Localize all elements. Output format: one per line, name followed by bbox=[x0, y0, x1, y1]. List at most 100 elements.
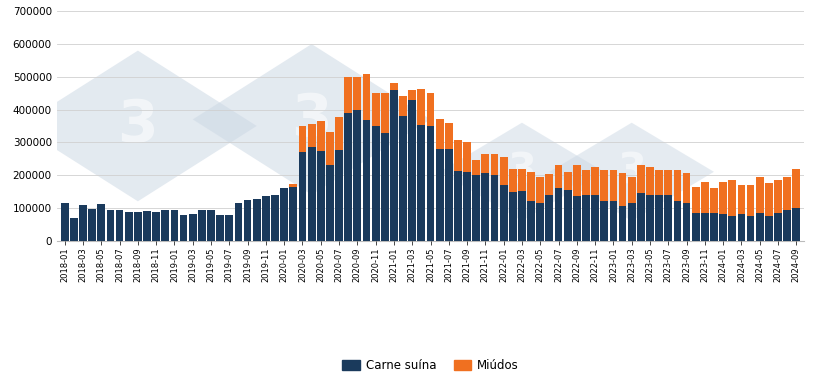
Bar bbox=[746, 216, 753, 241]
Bar bbox=[718, 182, 726, 214]
Bar bbox=[499, 185, 507, 241]
Bar bbox=[554, 165, 562, 188]
Bar bbox=[463, 172, 470, 241]
Bar bbox=[709, 188, 717, 213]
Bar bbox=[600, 170, 608, 201]
Bar bbox=[755, 213, 762, 241]
Bar bbox=[152, 212, 160, 241]
Bar bbox=[335, 150, 342, 241]
Bar bbox=[280, 188, 287, 241]
Bar bbox=[289, 184, 296, 187]
Bar bbox=[618, 206, 626, 241]
Bar bbox=[563, 190, 571, 241]
Bar bbox=[554, 188, 562, 241]
Bar bbox=[481, 173, 489, 241]
Bar bbox=[490, 154, 498, 175]
Bar bbox=[572, 165, 580, 196]
Bar bbox=[700, 182, 708, 213]
Bar bbox=[326, 132, 333, 165]
Bar bbox=[581, 170, 589, 195]
Polygon shape bbox=[192, 44, 430, 195]
Bar bbox=[691, 213, 699, 241]
Bar bbox=[636, 165, 644, 193]
Bar bbox=[97, 204, 105, 241]
Bar bbox=[124, 212, 133, 241]
Bar bbox=[298, 126, 306, 152]
Bar bbox=[472, 175, 479, 241]
Bar bbox=[344, 77, 351, 113]
Bar bbox=[572, 196, 580, 241]
Bar bbox=[353, 109, 361, 241]
Bar bbox=[371, 93, 379, 126]
Bar bbox=[727, 180, 735, 216]
Bar bbox=[736, 214, 744, 241]
Bar bbox=[252, 199, 260, 241]
Bar bbox=[773, 213, 781, 241]
Bar bbox=[326, 165, 333, 241]
Bar bbox=[600, 201, 608, 241]
Text: 3: 3 bbox=[291, 91, 332, 148]
Bar bbox=[316, 150, 324, 241]
Bar bbox=[161, 211, 169, 241]
Bar bbox=[362, 120, 370, 241]
Bar bbox=[399, 97, 406, 116]
Bar bbox=[627, 203, 635, 241]
Bar bbox=[371, 126, 379, 241]
Bar bbox=[746, 185, 753, 216]
Bar bbox=[718, 214, 726, 241]
Bar bbox=[298, 152, 306, 241]
Polygon shape bbox=[439, 123, 604, 221]
Bar bbox=[133, 212, 142, 241]
Text: 3: 3 bbox=[617, 151, 645, 193]
Bar bbox=[216, 215, 224, 241]
Bar bbox=[234, 203, 242, 241]
Bar bbox=[197, 211, 206, 241]
Bar bbox=[682, 173, 690, 203]
Bar bbox=[654, 170, 663, 195]
Bar bbox=[435, 149, 443, 241]
Bar bbox=[472, 161, 479, 175]
Bar bbox=[618, 173, 626, 206]
Legend: Carne suína, Miúdos: Carne suína, Miúdos bbox=[337, 355, 523, 376]
Bar bbox=[188, 214, 197, 241]
Bar bbox=[390, 90, 397, 241]
Bar bbox=[435, 120, 443, 149]
Bar bbox=[509, 169, 516, 192]
Bar bbox=[527, 201, 534, 241]
Bar bbox=[509, 192, 516, 241]
Bar bbox=[88, 209, 96, 241]
Bar bbox=[463, 143, 470, 172]
Bar bbox=[362, 74, 370, 120]
Bar bbox=[381, 93, 388, 132]
Bar bbox=[581, 195, 589, 241]
Bar bbox=[426, 126, 434, 241]
Bar bbox=[536, 203, 544, 241]
Bar bbox=[654, 195, 663, 241]
Bar bbox=[609, 201, 617, 241]
Bar bbox=[527, 172, 534, 201]
Bar bbox=[791, 208, 799, 241]
Bar bbox=[225, 215, 233, 241]
Bar bbox=[590, 167, 598, 195]
Bar bbox=[773, 180, 781, 213]
Bar bbox=[79, 205, 87, 241]
Bar bbox=[518, 191, 525, 241]
Bar bbox=[170, 211, 178, 241]
Bar bbox=[672, 170, 681, 201]
Bar bbox=[454, 140, 461, 171]
Bar bbox=[663, 195, 672, 241]
Bar bbox=[645, 167, 653, 195]
Bar bbox=[70, 218, 78, 241]
Bar bbox=[262, 196, 269, 241]
Bar bbox=[481, 154, 489, 173]
Bar bbox=[663, 170, 672, 195]
Bar bbox=[627, 177, 635, 203]
Bar bbox=[709, 213, 717, 241]
Text: 3: 3 bbox=[507, 151, 536, 193]
Polygon shape bbox=[19, 51, 256, 201]
Bar bbox=[408, 100, 415, 241]
Bar bbox=[207, 211, 215, 241]
Bar bbox=[518, 168, 525, 191]
Bar bbox=[691, 186, 699, 213]
Bar bbox=[307, 124, 315, 147]
